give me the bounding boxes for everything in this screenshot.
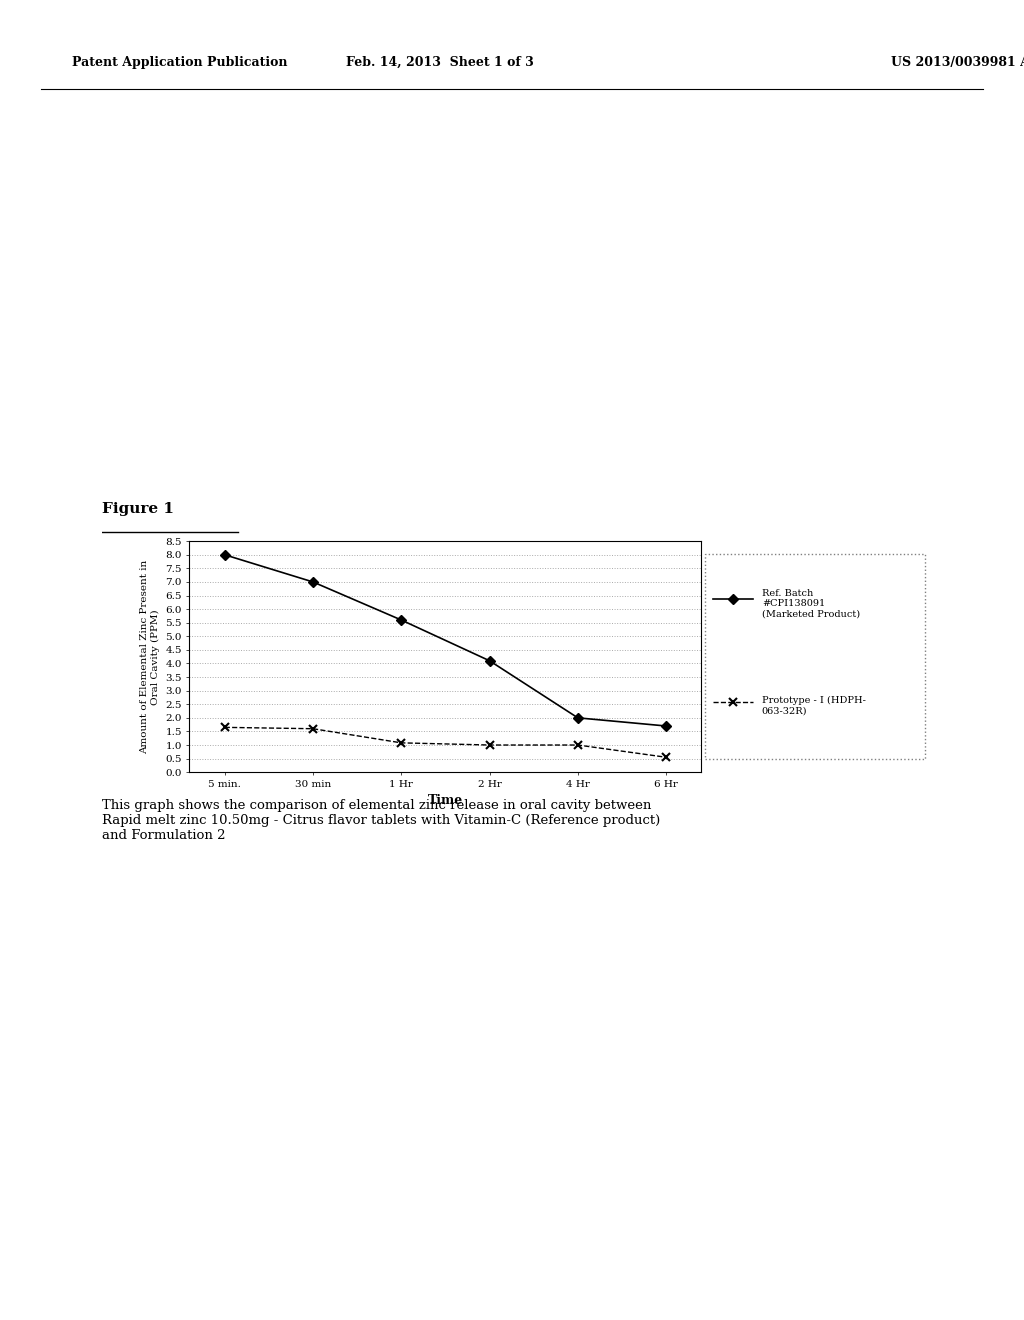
Text: US 2013/0039981 A1: US 2013/0039981 A1	[891, 57, 1024, 69]
Text: Feb. 14, 2013  Sheet 1 of 3: Feb. 14, 2013 Sheet 1 of 3	[346, 57, 535, 69]
FancyBboxPatch shape	[705, 554, 925, 759]
Y-axis label: Amount of Elemental Zinc Present in
Oral Cavity (PPM): Amount of Elemental Zinc Present in Oral…	[140, 560, 160, 754]
Text: This graph shows the comparison of elemental zinc release in oral cavity between: This graph shows the comparison of eleme…	[102, 799, 660, 842]
Text: Figure 1: Figure 1	[102, 502, 174, 516]
X-axis label: Time: Time	[428, 795, 463, 808]
Text: Prototype - I (HDPH-
063-32R): Prototype - I (HDPH- 063-32R)	[762, 696, 865, 715]
Text: Ref. Batch
#CPI138091
(Marketed Product): Ref. Batch #CPI138091 (Marketed Product)	[762, 589, 860, 618]
Text: Patent Application Publication: Patent Application Publication	[72, 57, 287, 69]
